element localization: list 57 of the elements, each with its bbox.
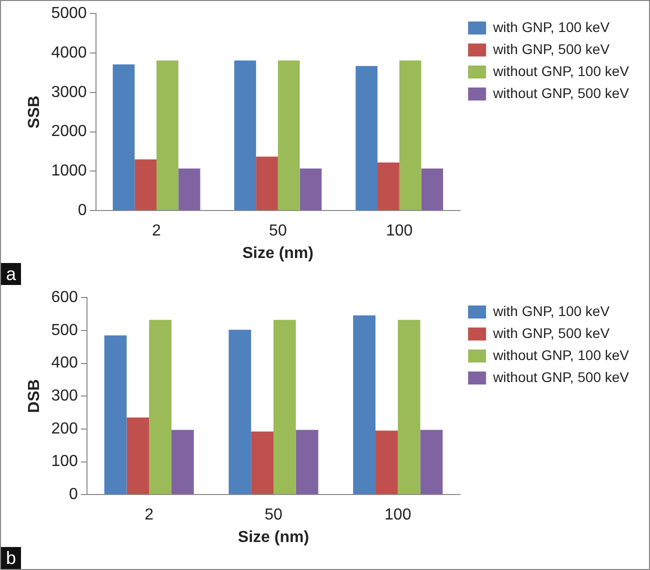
x-axis-title: Size (nm)	[242, 244, 314, 262]
x-tick-label: 100	[386, 222, 413, 240]
y-tick-label: 3000	[51, 84, 87, 101]
y-tick-label: 600	[51, 289, 78, 306]
bar	[399, 60, 422, 210]
y-axis-title: DSB	[26, 379, 44, 413]
y-tick-label: 100	[51, 453, 78, 470]
bar	[112, 64, 135, 210]
y-tick-label: 4000	[51, 44, 87, 62]
y-tick-label: 500	[51, 322, 78, 339]
bar	[353, 315, 376, 494]
bar	[256, 156, 278, 210]
bar	[420, 430, 443, 494]
legend-label: without GNP, 100 keV	[492, 62, 630, 79]
bar	[398, 320, 420, 494]
legend-label: with GNP, 100 keV	[492, 18, 610, 35]
bar	[278, 60, 300, 210]
bar	[251, 432, 274, 494]
bar	[234, 60, 256, 210]
bar	[228, 330, 252, 494]
legend-label: with GNP, 100 keV	[492, 302, 610, 319]
x-tick-label: 50	[269, 222, 287, 240]
y-tick-label: 5000	[51, 5, 87, 22]
legend-label: without GNP, 100 keV	[492, 346, 630, 363]
bar	[296, 430, 318, 494]
bar	[375, 430, 398, 494]
y-tick-label: 1000	[51, 162, 87, 180]
legend-label: without GNP, 500 keV	[492, 84, 630, 101]
legend-label: with GNP, 500 keV	[492, 40, 610, 57]
x-axis-title: Size (nm)	[238, 528, 310, 546]
x-tick-label: 2	[144, 506, 154, 524]
bar	[378, 162, 400, 210]
bar	[149, 320, 172, 494]
bar	[171, 430, 194, 494]
y-axis-title: SSB	[26, 96, 44, 129]
text: b	[1, 547, 22, 569]
legend-label: with GNP, 500 keV	[492, 324, 610, 341]
bar	[273, 320, 296, 494]
bar	[126, 417, 150, 494]
x-tick-label: 50	[264, 506, 282, 524]
y-tick-label: 2000	[51, 123, 87, 140]
y-tick-label: 0	[78, 202, 87, 220]
legend-label: without GNP, 500 keV	[492, 368, 630, 385]
y-tick-label: 400	[51, 354, 78, 372]
x-tick-label: 100	[384, 506, 412, 524]
bar	[134, 159, 157, 210]
bar	[356, 66, 378, 210]
y-tick-label: 300	[51, 388, 78, 405]
bar	[104, 335, 127, 494]
x-tick-label: 2	[152, 222, 162, 240]
bar	[178, 168, 200, 210]
bar	[156, 60, 178, 210]
bar	[421, 168, 444, 210]
y-tick-label: 200	[51, 420, 78, 438]
text: a	[1, 263, 22, 285]
y-tick-label: 0	[68, 486, 78, 504]
bar	[300, 168, 322, 210]
